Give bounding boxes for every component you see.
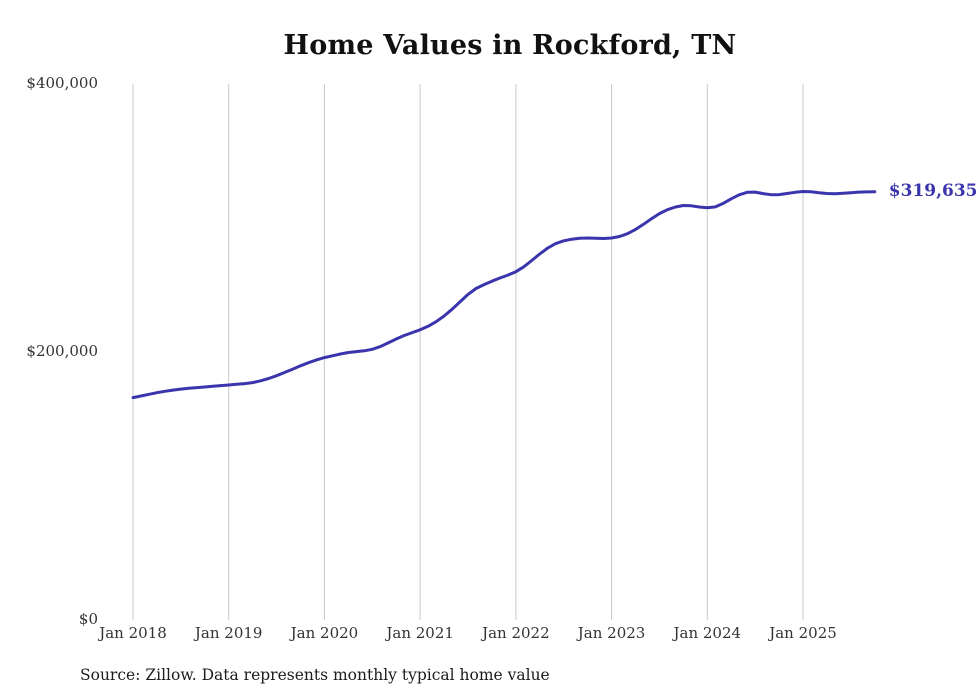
xtick-jan-2022: Jan 2022 [482,624,550,642]
home-value-line [131,190,877,400]
xtick-jan-2023: Jan 2023 [577,624,646,642]
xtick-jan-2021: Jan 2021 [386,624,454,642]
xtick-jan-2018: Jan 2018 [99,624,167,642]
xtick-jan-2020: Jan 2020 [290,624,359,642]
xtick-jan-2024: Jan 2024 [673,624,742,642]
xtick-jan-2025: Jan 2025 [769,624,837,642]
gridlines [132,84,804,620]
chart-title: Home Values in Rockford, TN [283,30,737,61]
ytick-400000: $400,000 [26,74,98,92]
source-attribution: Source: Zillow. Data represents monthly … [80,666,550,684]
ytick-0: $0 [78,610,98,628]
latest-value-label: $319,635 [888,180,978,201]
ytick-200000: $200,000 [26,342,98,360]
xtick-jan-2019: Jan 2019 [194,624,263,642]
